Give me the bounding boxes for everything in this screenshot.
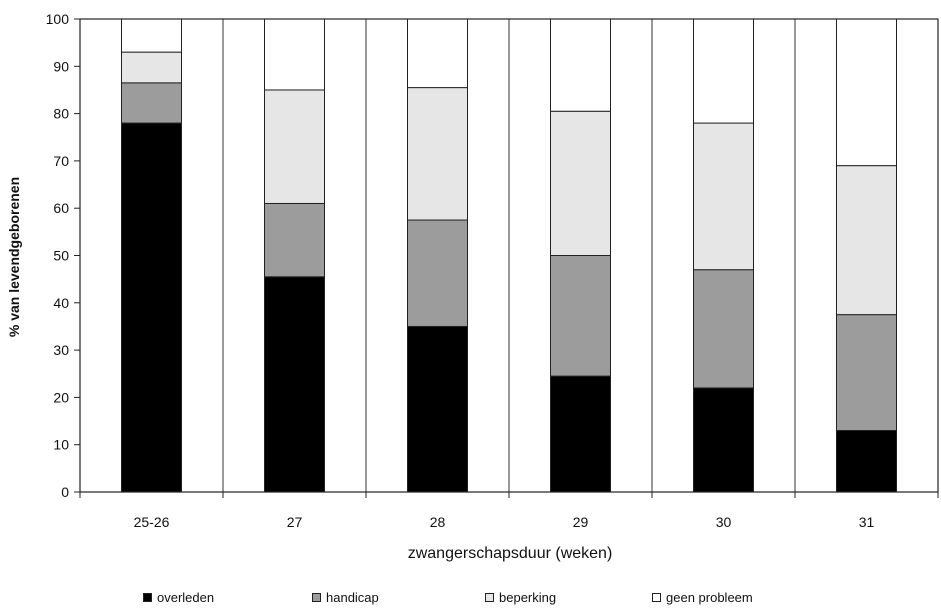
bar-segment-overleden-25-26 bbox=[121, 122, 182, 493]
legend-swatch-geen-probleem bbox=[652, 592, 661, 602]
x-tick-label: 29 bbox=[573, 514, 589, 530]
bar-segment-handicap-27 bbox=[264, 202, 325, 278]
x-tick-label: 31 bbox=[859, 514, 875, 530]
bar-segment-handicap-25-26 bbox=[121, 82, 182, 124]
legend-label: beperking bbox=[499, 589, 557, 605]
y-axis: 0 10 20 30 40 50 60 70 80 90 100 bbox=[46, 11, 939, 500]
x-tick-label: 28 bbox=[430, 514, 446, 530]
legend-label: handicap bbox=[326, 589, 379, 605]
category-separators bbox=[222, 19, 796, 492]
bar-segment-handicap-31 bbox=[836, 314, 897, 432]
y-tick-label: 30 bbox=[53, 342, 69, 358]
bar-segment-overleden-31 bbox=[836, 430, 897, 493]
bar-segment-overleden-30 bbox=[693, 387, 754, 493]
bar-segment-geen-probleem-30 bbox=[693, 18, 754, 124]
legend-item-overleden: overleden bbox=[143, 588, 214, 606]
bar-segment-handicap-28 bbox=[407, 219, 468, 327]
bar-segment-beperking-28 bbox=[407, 87, 468, 221]
y-tick-label: 20 bbox=[53, 389, 69, 405]
legend-item-handicap: handicap bbox=[312, 588, 379, 606]
bar-segment-beperking-29 bbox=[550, 110, 611, 256]
bar-segment-beperking-25-26 bbox=[121, 51, 182, 84]
x-tick-label: 30 bbox=[716, 514, 732, 530]
y-tick-label: 40 bbox=[53, 295, 69, 311]
bar-segment-beperking-30 bbox=[693, 122, 754, 271]
bar-segment-overleden-27 bbox=[264, 276, 325, 493]
x-axis-title: zwangerschapsduur (weken) bbox=[408, 545, 613, 562]
bar-segment-overleden-28 bbox=[407, 325, 468, 493]
y-tick-label: 80 bbox=[53, 106, 69, 122]
legend-swatch-beperking bbox=[485, 592, 494, 602]
bar-segment-geen-probleem-29 bbox=[550, 18, 611, 112]
legend-item-beperking: beperking bbox=[485, 588, 556, 606]
bars bbox=[121, 18, 897, 493]
y-tick-label: 60 bbox=[53, 200, 69, 216]
bar-segment-geen-probleem-28 bbox=[407, 18, 468, 89]
legend-label: geen probleem bbox=[666, 589, 753, 605]
bar-segment-geen-probleem-27 bbox=[264, 18, 325, 91]
legend-swatch-overleden bbox=[143, 592, 152, 602]
y-tick-label: 50 bbox=[53, 248, 69, 264]
x-tick-label: 27 bbox=[287, 514, 303, 530]
y-tick-label: 0 bbox=[61, 484, 69, 500]
legend-item-geen-probleem: geen probleem bbox=[652, 588, 753, 606]
bar-segment-geen-probleem-31 bbox=[836, 18, 897, 167]
y-tick-label: 10 bbox=[53, 437, 69, 453]
x-axis: 25-26 27 28 29 30 31 bbox=[79, 492, 939, 530]
legend-swatch-handicap bbox=[312, 592, 321, 602]
bar-segment-geen-probleem-25-26 bbox=[121, 18, 182, 53]
legend-label: overleden bbox=[157, 589, 215, 605]
bar-segment-handicap-30 bbox=[693, 269, 754, 389]
y-tick-label: 90 bbox=[53, 58, 69, 74]
x-tick-label: 25-26 bbox=[134, 514, 170, 530]
bar-segment-beperking-31 bbox=[836, 165, 897, 316]
bar-segment-handicap-29 bbox=[550, 255, 611, 377]
y-tick-label: 70 bbox=[53, 153, 69, 169]
y-tick-label: 100 bbox=[46, 11, 70, 27]
y-axis-title: % van levendgeborenen bbox=[6, 177, 22, 337]
bar-segment-beperking-27 bbox=[264, 89, 325, 204]
bar-segment-overleden-29 bbox=[550, 375, 611, 493]
